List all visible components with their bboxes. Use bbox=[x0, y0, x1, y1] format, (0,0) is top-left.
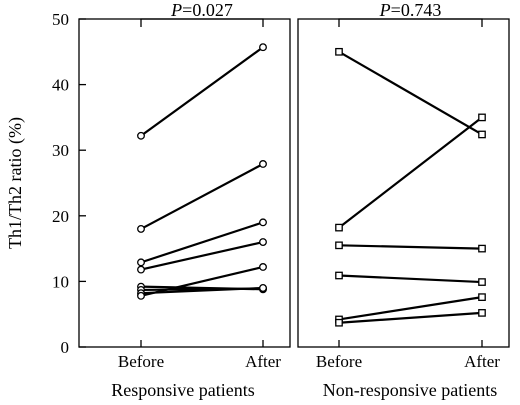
point-2-4-after bbox=[478, 278, 486, 286]
series-line-2-3 bbox=[338, 244, 483, 250]
point-1-1-after bbox=[259, 43, 267, 52]
x-tick-label-2-after: After bbox=[464, 352, 500, 371]
panel-1-frame bbox=[78, 18, 291, 348]
y-axis-label: Th1/Th2 ratio (%) bbox=[5, 117, 26, 249]
point-1-1-before bbox=[137, 131, 145, 140]
series-line-2-1 bbox=[338, 50, 483, 136]
point-1-4-after bbox=[259, 238, 267, 246]
point-2-2-before bbox=[335, 223, 343, 232]
point-2-3-after bbox=[478, 244, 486, 253]
series-line-1-3 bbox=[140, 221, 264, 264]
point-2-3-before bbox=[335, 241, 343, 250]
point-1-2-before bbox=[137, 224, 145, 233]
panel-1: 0 10 20 30 40 50 Before After Responsive patient… bbox=[52, 0, 291, 400]
point-1-8-after bbox=[259, 263, 267, 271]
series-line-1-4 bbox=[140, 240, 264, 271]
point-2-6-before bbox=[335, 318, 343, 327]
x-axis-label-2: Non-responsive patients bbox=[323, 380, 497, 400]
significance-bracket-2 bbox=[338, 18, 483, 27]
series-line-1-8 bbox=[140, 265, 264, 297]
x-tick-label-1-before: Before bbox=[118, 352, 164, 371]
p-value-1: P=0.027 bbox=[170, 0, 233, 20]
x-tick-label-1-after: After bbox=[245, 352, 281, 371]
x-axis-label-1: Responsive patients bbox=[111, 380, 254, 400]
y-tick-label-40: 40 bbox=[52, 76, 69, 95]
point-2-6-after bbox=[478, 309, 486, 317]
y-tick-label-20: 20 bbox=[52, 207, 69, 226]
series-line-2-6 bbox=[338, 311, 483, 324]
point-1-3-before bbox=[137, 258, 145, 267]
point-1-7-after bbox=[259, 284, 267, 292]
point-1-2-after bbox=[259, 160, 267, 168]
series-line-2-4 bbox=[338, 274, 483, 284]
x-tick-label-2-before: Before bbox=[316, 352, 362, 371]
point-2-1-before bbox=[335, 47, 343, 56]
y-tick-label-0: 0 bbox=[61, 338, 70, 357]
p-value-2: P=0.743 bbox=[379, 0, 442, 20]
y-tick-label-50: 50 bbox=[52, 10, 69, 29]
y-tick-label-30: 30 bbox=[52, 141, 69, 160]
series-line-2-2 bbox=[338, 116, 483, 229]
point-2-2-after bbox=[478, 113, 486, 122]
series-line-1-7 bbox=[140, 286, 264, 295]
panel-2: Before After Non-responsive patients P=0.74… bbox=[297, 0, 510, 400]
point-2-4-before bbox=[335, 271, 343, 280]
point-2-1-after bbox=[478, 130, 486, 139]
series-line-2-5 bbox=[338, 296, 483, 321]
plot-layer: 0 10 20 30 40 50 Before After Responsive patient… bbox=[52, 0, 510, 400]
point-1-4-before bbox=[137, 265, 145, 274]
y-tick-label-10: 10 bbox=[52, 272, 69, 291]
point-1-3-after bbox=[259, 218, 267, 227]
significance-bracket-1 bbox=[140, 18, 264, 27]
point-2-5-after bbox=[478, 293, 486, 301]
series-line-1-1 bbox=[140, 46, 264, 137]
series-line-1-2 bbox=[140, 163, 264, 230]
point-1-8-before bbox=[137, 291, 145, 300]
